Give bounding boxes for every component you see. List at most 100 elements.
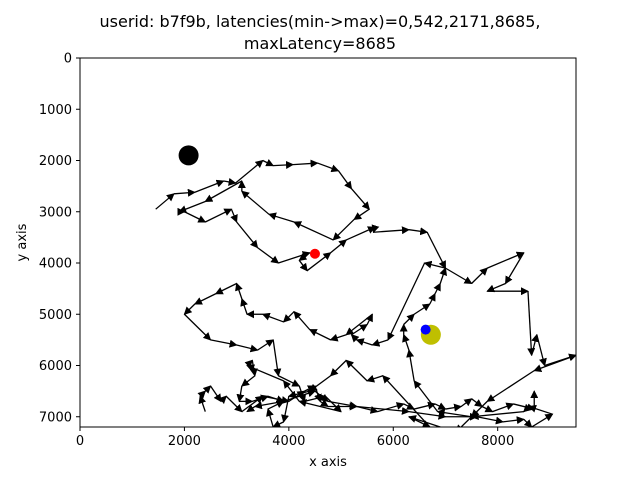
path-arrow-segment: [471, 267, 488, 284]
path-arrow-segment: [356, 405, 410, 415]
x-tick-label: 2000: [168, 434, 201, 449]
red-point-marker: [309, 248, 320, 259]
path-arrow-segment: [486, 251, 525, 269]
y-axis: 0 1000 2000 3000 4000 5000 6000 7000: [39, 52, 80, 425]
path-arrow-segment: [402, 333, 410, 351]
path-arrow-segment: [319, 399, 329, 408]
path-arrow-segment: [235, 159, 264, 184]
path-arrow-segment: [413, 380, 439, 413]
path-arrow-segment: [298, 260, 308, 272]
path-arrow-segment: [293, 221, 334, 241]
path-arrow-segment: [236, 344, 259, 353]
axes-frame: [79, 57, 577, 428]
path-arrow-segment: [262, 158, 275, 167]
chart-title-line-1: userid: b7f9b, latencies(min->max)=0,542…: [99, 12, 541, 31]
path-arrow-segment: [439, 267, 448, 284]
path-arrow-segment: [387, 262, 426, 341]
path-arrow-segment: [202, 385, 212, 394]
path-arrow-segment: [408, 416, 431, 427]
path-arrow-segment: [530, 333, 539, 356]
y-tick-label: 7000: [39, 410, 72, 425]
path-arrow-segment: [351, 188, 370, 210]
plot-area: [155, 145, 576, 427]
path-arrow-segment: [272, 420, 284, 427]
path-arrow-segment: [155, 193, 175, 210]
path-arrow-segment: [292, 159, 319, 168]
path-arrow-segment: [470, 410, 524, 421]
path-arrow-segment: [194, 179, 225, 193]
path-arrow-segment: [434, 402, 447, 410]
y-axis-label: y axis: [15, 223, 30, 261]
path-arrow-segment: [413, 303, 431, 315]
path-arrow-segment: [262, 395, 290, 404]
path-arrow-segment: [513, 403, 536, 412]
path-arrow-segment: [314, 385, 322, 403]
path-arrow-segment: [241, 190, 270, 215]
path-arrow-segment: [373, 226, 410, 235]
path-arrow-segment: [476, 416, 504, 425]
path-arrow-segment: [324, 395, 342, 413]
path-arrow-segment: [436, 408, 472, 418]
x-tick-label: 8000: [481, 434, 514, 449]
path-arrow-segment: [278, 375, 301, 387]
path-arrow-segment: [355, 338, 373, 346]
path-arrow-segment: [293, 310, 311, 331]
path-arrow-segment: [403, 402, 416, 410]
path-arrow-segment: [197, 390, 207, 399]
x-tick-label: 4000: [272, 434, 305, 449]
path-arrow-segment: [533, 354, 576, 372]
y-tick-label: 2000: [39, 154, 72, 169]
path-arrow-segment: [198, 395, 207, 412]
path-arrow-segment: [278, 251, 311, 264]
path-arrow-segment: [268, 212, 295, 223]
path-arrow-segment: [308, 375, 331, 392]
path-arrow-segment: [330, 239, 348, 254]
path-arrow-segment: [445, 267, 473, 285]
path-arrow-segment: [225, 395, 243, 413]
path-arrow-segment: [523, 418, 533, 427]
path-arrow-segment: [356, 405, 379, 414]
path-arrow-segment: [193, 293, 217, 305]
path-arrow-segment: [246, 404, 256, 413]
path-arrow-segment: [504, 252, 525, 285]
y-tick-label: 1000: [39, 103, 72, 118]
path-arrow-segment: [184, 211, 207, 223]
path-arrow-segment: [273, 160, 295, 169]
y-tick-label: 6000: [39, 359, 72, 374]
y-tick-label: 3000: [39, 205, 72, 220]
path-arrow-segment: [481, 404, 494, 413]
path-arrow-segment: [204, 180, 243, 203]
path-arrow-segment: [304, 385, 316, 393]
path-arrow-segment: [257, 247, 280, 264]
path-arrow-segment: [345, 313, 373, 336]
path-arrow-segment: [214, 282, 237, 295]
path-arrow-segment: [308, 329, 331, 341]
path-arrow-segment: [249, 360, 258, 377]
path-arrow-segment: [353, 208, 370, 220]
chart-title-line-2: maxLatency=8685: [243, 34, 397, 53]
y-tick-label: 0: [64, 52, 72, 67]
path-arrow-segment: [366, 374, 384, 383]
path-arrow-segment: [304, 394, 327, 403]
path-arrow-segment: [492, 402, 515, 413]
start-marker: [178, 145, 199, 166]
path-arrow-segment: [272, 339, 282, 377]
x-axis: 0 2000 4000 6000 8000: [76, 427, 514, 449]
path-arrow-segment: [241, 395, 264, 413]
path-arrow-segment: [240, 297, 248, 315]
path-arrow-segment: [413, 401, 437, 410]
blue-point-marker: [420, 324, 431, 335]
path-arrow-segment: [298, 252, 311, 262]
path-arrow-segment: [337, 170, 353, 190]
path-arrow-segment: [407, 415, 443, 427]
path-arrow-segment: [282, 311, 295, 323]
path-arrow-segment: [460, 398, 473, 408]
path-arrow-segment: [528, 404, 553, 415]
path-arrow-segment: [445, 403, 463, 412]
path-arrow-segment: [371, 339, 389, 347]
path-arrow-segment: [471, 398, 483, 408]
path-arrow-segment: [306, 252, 332, 272]
path-arrow-segment: [235, 282, 243, 300]
path-arrow-segment: [317, 162, 340, 173]
